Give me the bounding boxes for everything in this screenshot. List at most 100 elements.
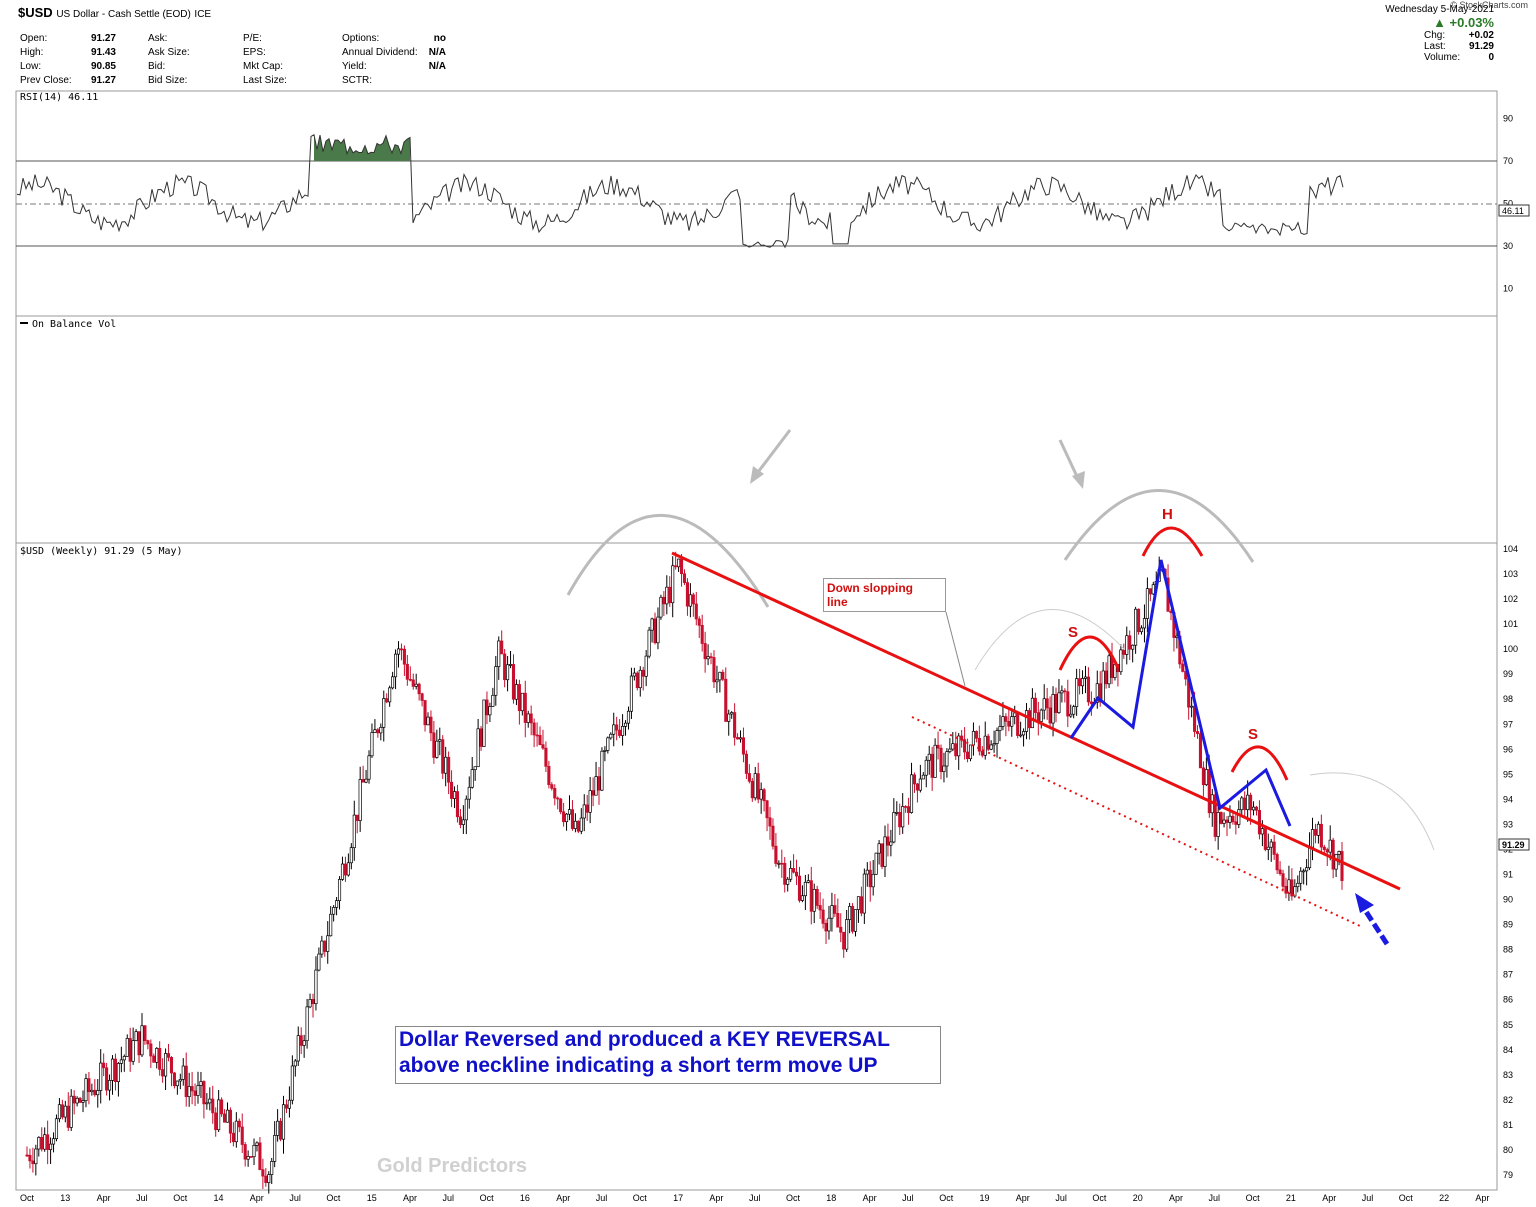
candle-body: [688, 594, 692, 607]
candle-body: [326, 935, 330, 952]
candle-body: [700, 625, 704, 644]
candle-body: [603, 750, 607, 752]
candle-body: [473, 766, 477, 770]
candle-body: [25, 1154, 29, 1157]
candle-body: [694, 603, 698, 620]
candle-body: [450, 781, 454, 799]
left-shoulder-arc: [1058, 635, 1120, 671]
candle-body: [1119, 649, 1123, 673]
candle-body: [830, 905, 834, 919]
candle-body: [196, 1085, 200, 1096]
candle-body: [414, 683, 418, 687]
candle-body: [305, 1006, 309, 1042]
candle-body: [567, 809, 572, 815]
candle-body: [464, 798, 468, 821]
candle-body: [744, 753, 748, 774]
candle-body: [1340, 851, 1344, 881]
candle-body: [833, 905, 837, 914]
candle-body: [1305, 867, 1309, 872]
candle-body: [886, 836, 890, 846]
candle-body: [585, 804, 589, 813]
price-x-tick: Apr: [556, 1193, 570, 1203]
candle-body: [335, 900, 339, 908]
candle-body: [762, 789, 766, 802]
candle-body: [261, 1169, 265, 1177]
candle-body: [119, 1059, 123, 1064]
candle-body: [570, 809, 575, 829]
candle-body: [1122, 649, 1126, 655]
price-x-tick: 13: [60, 1193, 70, 1203]
candle-body: [1260, 828, 1264, 835]
price-y-tick: 95: [1503, 769, 1513, 779]
candle-body: [69, 1095, 73, 1128]
candle-body: [438, 739, 442, 742]
candle-body: [544, 747, 548, 767]
candle-body: [535, 734, 539, 737]
candle-body: [727, 713, 731, 722]
candle-body: [915, 783, 919, 791]
candle-body: [609, 733, 613, 739]
candle-body: [1060, 690, 1064, 694]
head-label: H: [1162, 506, 1173, 523]
candle-body: [1269, 841, 1273, 848]
price-x-tick: Jul: [289, 1193, 301, 1203]
candle-body: [1010, 716, 1014, 727]
candle-body: [332, 907, 336, 915]
candle-body: [1237, 809, 1241, 825]
candle-body: [405, 663, 409, 680]
candle-body: [656, 616, 660, 644]
candle-body: [818, 905, 822, 911]
candle-body: [794, 871, 799, 877]
candle-body: [394, 653, 398, 678]
candle-body: [1290, 879, 1294, 897]
price-frame: [15, 542, 1498, 1191]
candle-body: [494, 666, 498, 696]
price-y-tick: 102: [1503, 594, 1518, 604]
candle-body: [750, 780, 754, 799]
candle-body: [1134, 608, 1138, 646]
pe-block: P/E: EPS: Mkt Cap: Last Size:: [243, 33, 287, 86]
price-x-tick: Oct: [1092, 1193, 1107, 1203]
candle-body: [222, 1113, 227, 1123]
candle-body: [1007, 721, 1011, 727]
candle-body: [40, 1137, 44, 1150]
price-last-tag: [1498, 838, 1530, 851]
candle-body: [621, 726, 625, 736]
price-x-tick: Oct: [1246, 1193, 1261, 1203]
head-arc: [1063, 489, 1255, 563]
candle-body: [1207, 769, 1211, 814]
candle-body: [488, 706, 492, 716]
copyright: © StockCharts.com: [1450, 0, 1528, 10]
candle-body: [178, 1078, 182, 1082]
candle-body: [90, 1089, 94, 1093]
candle-body: [1325, 849, 1329, 853]
price-y-tick: 100: [1503, 644, 1518, 654]
candle-body: [1195, 731, 1200, 734]
candle-body: [205, 1102, 209, 1105]
candle-body: [323, 940, 327, 952]
candle-body: [172, 1072, 176, 1087]
down-slope-note: Down slopping line: [823, 578, 946, 612]
candle-body: [965, 751, 970, 760]
candle-body: [184, 1065, 188, 1098]
candle-body: [293, 1060, 297, 1067]
candle-body: [46, 1134, 50, 1150]
candle-body: [202, 1081, 206, 1105]
candle-body: [116, 1063, 120, 1083]
right-arc: [1309, 772, 1435, 851]
price-x-tick: Apr: [863, 1193, 877, 1203]
candle-body: [131, 1040, 135, 1062]
price-x-tick: Jul: [749, 1193, 761, 1203]
candle-body: [556, 797, 560, 800]
candle-body: [668, 586, 672, 604]
candle-body: [296, 1035, 300, 1062]
candle-body: [980, 750, 984, 756]
candle-body: [373, 729, 377, 733]
candle-body: [579, 817, 583, 832]
candle-body: [774, 845, 778, 864]
candle-body: [691, 594, 695, 605]
candle-body: [880, 843, 884, 867]
candle-body: [1137, 608, 1141, 633]
candle-body: [96, 1090, 100, 1096]
